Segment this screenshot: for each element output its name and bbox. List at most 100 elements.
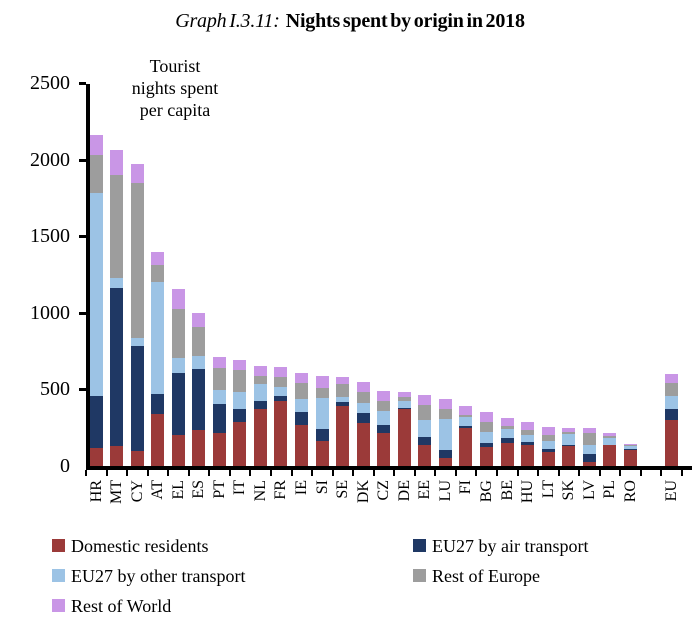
bar-segment-domestic xyxy=(664,420,678,466)
bar-segment-domestic xyxy=(212,433,226,466)
bar-segment-domestic xyxy=(171,434,185,466)
bar-segment-other xyxy=(500,429,514,438)
bar-segment-air xyxy=(521,442,535,446)
bar-el xyxy=(171,289,185,466)
y-axis-tick xyxy=(79,311,86,315)
bar-segment-world xyxy=(562,427,576,433)
y-tick-label: 1000 xyxy=(30,301,70,324)
bar-segment-domestic xyxy=(479,446,493,466)
bar-segment-europe xyxy=(356,391,370,404)
bar-segment-air xyxy=(110,288,124,447)
bar-segment-other xyxy=(562,433,576,445)
x-category-label-nl: NL xyxy=(251,480,269,502)
bar-segment-europe xyxy=(336,384,350,398)
bar-segment-europe xyxy=(89,154,103,194)
bar-mt xyxy=(110,149,124,466)
bar-segment-world xyxy=(212,357,226,368)
bar-segment-other xyxy=(438,419,452,450)
bar-segment-domestic xyxy=(541,452,555,466)
bar-segment-world xyxy=(541,426,555,436)
bar-segment-air xyxy=(562,444,576,447)
bar-segment-domestic xyxy=(418,445,432,466)
bar-segment-domestic xyxy=(151,413,165,466)
bar-segment-world xyxy=(295,373,308,384)
x-axis-tick xyxy=(331,470,334,476)
x-category-label-ro: RO xyxy=(621,480,639,503)
x-axis-tick xyxy=(105,470,108,476)
bar-segment-world xyxy=(438,399,452,410)
bar-segment-air xyxy=(212,403,226,434)
x-axis-tick xyxy=(413,470,416,476)
bar-de xyxy=(397,392,411,466)
bar-segment-world xyxy=(418,394,432,405)
bar-segment-domestic xyxy=(315,441,329,466)
bar-segment-domestic xyxy=(110,446,124,466)
bar-segment-europe xyxy=(233,370,247,393)
bar-segment-air xyxy=(315,429,329,442)
bar-pl xyxy=(603,433,617,466)
y-axis-tick xyxy=(79,158,86,162)
x-category-label-hu: HU xyxy=(519,480,537,504)
bar-segment-europe xyxy=(377,400,391,411)
bar-segment-domestic xyxy=(377,433,391,466)
x-axis-tick xyxy=(393,470,396,476)
x-axis-tick xyxy=(167,470,170,476)
bar-segment-air xyxy=(664,408,678,421)
bar-segment-domestic xyxy=(521,445,535,466)
bar-segment-other xyxy=(274,387,288,396)
bar-segment-world xyxy=(521,421,535,430)
x-axis-tick xyxy=(187,470,190,476)
bar-pt xyxy=(212,357,226,466)
bar-segment-other xyxy=(212,390,226,404)
bar-ie xyxy=(295,373,308,466)
bar-segment-europe xyxy=(438,409,452,420)
x-category-label-sk: SK xyxy=(560,480,578,501)
bar-segment-domestic xyxy=(582,462,596,466)
bar-segment-domestic xyxy=(336,406,350,466)
y-axis-annotation: Tourist nights spent per capita xyxy=(131,56,219,120)
x-category-label-ee: EE xyxy=(416,480,434,500)
x-category-label-el: EL xyxy=(169,480,187,500)
y-axis-tick xyxy=(79,388,86,392)
bar-segment-air xyxy=(623,449,637,450)
x-category-label-lv: LV xyxy=(580,480,598,500)
bar-segment-other xyxy=(110,278,124,289)
bar-segment-europe xyxy=(315,387,329,398)
bar-segment-other xyxy=(336,397,350,403)
x-axis-tick xyxy=(126,470,129,476)
bar-segment-world xyxy=(151,251,165,266)
bar-segment-europe xyxy=(295,383,308,399)
x-category-label-mt: MT xyxy=(108,480,126,504)
legend-swatch-other xyxy=(52,569,65,582)
y-tick-label: 2000 xyxy=(30,148,70,171)
bar-cy xyxy=(130,164,144,466)
bar-segment-domestic xyxy=(562,446,576,466)
bar-segment-world xyxy=(171,289,185,309)
x-axis-tick xyxy=(537,470,540,476)
bar-dk xyxy=(356,381,370,466)
bar-segment-europe xyxy=(582,433,596,446)
bar-segment-air xyxy=(459,426,473,429)
bar-cz xyxy=(377,390,391,466)
bar-at xyxy=(151,251,165,466)
bar-segment-domestic xyxy=(603,445,617,466)
bar-segment-europe xyxy=(479,421,493,432)
x-category-label-fi: FI xyxy=(457,480,475,495)
x-category-label-cy: CY xyxy=(128,480,146,503)
bar-se xyxy=(336,377,350,466)
chart-title-prefix: Graph I.3.11: xyxy=(175,10,280,32)
x-axis-tick xyxy=(557,470,560,476)
bar-segment-world xyxy=(479,411,493,422)
bar-segment-world xyxy=(356,381,370,392)
x-category-label-pt: PT xyxy=(210,480,228,499)
bar-it xyxy=(233,360,247,466)
bar-segment-domestic xyxy=(623,449,637,466)
bar-segment-world xyxy=(459,406,473,415)
bar-segment-other xyxy=(151,282,165,394)
bar-segment-domestic xyxy=(438,458,452,466)
bar-segment-europe xyxy=(192,327,206,356)
bar-segment-europe xyxy=(253,375,267,385)
bar-segment-air xyxy=(253,400,267,410)
bar-segment-air xyxy=(274,395,288,401)
